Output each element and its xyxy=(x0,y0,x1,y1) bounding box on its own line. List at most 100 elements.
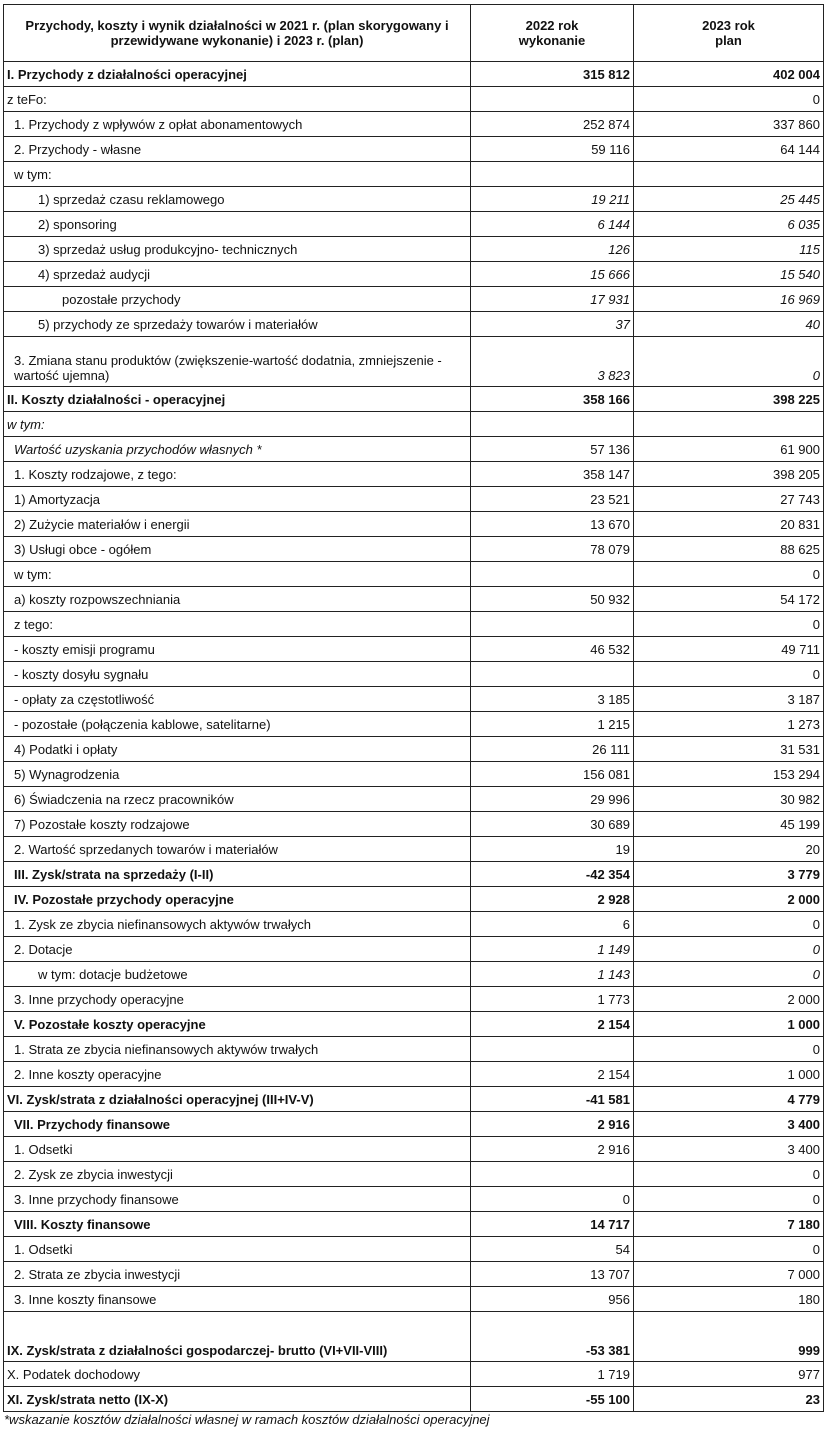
table-row: z tego: 0 xyxy=(3,611,824,637)
value-2022: 50 932 xyxy=(470,586,634,612)
value-2022: 358 147 xyxy=(470,461,634,487)
value-2022: 57 136 xyxy=(470,436,634,462)
value-2023: 999 xyxy=(633,1311,824,1362)
row-label: 3) Usługi obce - ogółem xyxy=(3,536,471,562)
row-label: VI. Zysk/strata z działalności operacyjn… xyxy=(3,1086,471,1112)
value-2022: 2 928 xyxy=(470,886,634,912)
row-label: w tym: xyxy=(3,561,471,587)
value-2022: 13 670 xyxy=(470,511,634,537)
header-2023: 2023 rok plan xyxy=(633,4,824,62)
value-2023: 0 xyxy=(633,936,824,962)
value-2023: 40 xyxy=(633,311,824,337)
financial-table: Przychody, koszty i wynik działalności w… xyxy=(3,4,824,1412)
table-row: 2. Inne koszty operacyjne 2 154 1 000 xyxy=(3,1061,824,1087)
row-label: 3. Inne koszty finansowe xyxy=(3,1286,471,1312)
table-row: 6) Świadczenia na rzecz pracowników 29 99… xyxy=(3,786,824,812)
table-row: 1. Zysk ze zbycia niefinansowych aktywów… xyxy=(3,911,824,937)
value-2023: 3 779 xyxy=(633,861,824,887)
value-2022 xyxy=(470,86,634,112)
value-2023: 30 982 xyxy=(633,786,824,812)
row-label: 1. Przychody z wpływów z opłat abonament… xyxy=(3,111,471,137)
table-header: Przychody, koszty i wynik działalności w… xyxy=(3,4,824,62)
table-row: 1. Strata ze zbycia niefinansowych aktyw… xyxy=(3,1036,824,1062)
value-2023: 1 000 xyxy=(633,1011,824,1037)
row-label: 1) Amortyzacja xyxy=(3,486,471,512)
value-2022: 46 532 xyxy=(470,636,634,662)
value-2022: 1 143 xyxy=(470,961,634,987)
table-row: 2. Strata ze zbycia inwestycji 13 707 7 00… xyxy=(3,1261,824,1287)
table-row: z teFo: 0 xyxy=(3,86,824,112)
header-description: Przychody, koszty i wynik działalności w… xyxy=(3,4,471,62)
value-2023: 7 180 xyxy=(633,1211,824,1237)
row-label: z teFo: xyxy=(3,86,471,112)
value-2022: 1 215 xyxy=(470,711,634,737)
footnote: *wskazanie kosztów działalności własnej … xyxy=(4,1412,490,1427)
table-row: VI. Zysk/strata z działalności operacyjn… xyxy=(3,1086,824,1112)
row-label: X. Podatek dochodowy xyxy=(3,1361,471,1387)
table-row: IX. Zysk/strata z działalności gospodarc… xyxy=(3,1311,824,1362)
value-2022: 19 xyxy=(470,836,634,862)
table-row: 1. Odsetki 54 0 xyxy=(3,1236,824,1262)
table-row: w tym: xyxy=(3,411,824,437)
value-2023: 153 294 xyxy=(633,761,824,787)
row-label: XI. Zysk/strata netto (IX-X) xyxy=(3,1386,471,1412)
row-label: IV. Pozostałe przychody operacyjne xyxy=(3,886,471,912)
row-label: 3. Inne przychody operacyjne xyxy=(3,986,471,1012)
value-2023: 61 900 xyxy=(633,436,824,462)
row-label: 2. Przychody - własne xyxy=(3,136,471,162)
value-2023: 0 xyxy=(633,961,824,987)
table-row: w tym: dotacje budżetowe 1 143 0 xyxy=(3,961,824,987)
row-label: VIII. Koszty finansowe xyxy=(3,1211,471,1237)
table-row: - pozostałe (połączenia kablowe, satelit… xyxy=(3,711,824,737)
value-2022: 78 079 xyxy=(470,536,634,562)
row-label: 2. Wartość sprzedanych towarów i materia… xyxy=(3,836,471,862)
value-2023: 0 xyxy=(633,911,824,937)
row-label: II. Koszty działalności - operacyjnej xyxy=(3,386,471,412)
row-label: 1. Koszty rodzajowe, z tego: xyxy=(3,461,471,487)
value-2022: 3 185 xyxy=(470,686,634,712)
value-2022: 156 081 xyxy=(470,761,634,787)
value-2022: 2 154 xyxy=(470,1061,634,1087)
value-2023: 398 205 xyxy=(633,461,824,487)
row-label: 3. Inne przychody finansowe xyxy=(3,1186,471,1212)
value-2022: 29 996 xyxy=(470,786,634,812)
value-2023: 0 xyxy=(633,611,824,637)
value-2023: 31 531 xyxy=(633,736,824,762)
row-label: 7) Pozostałe koszty rodzajowe xyxy=(3,811,471,837)
table-row: 2) Zużycie materiałów i energii 13 670 20 … xyxy=(3,511,824,537)
table-row: XI. Zysk/strata netto (IX-X) -55 100 23 xyxy=(3,1386,824,1412)
value-2023: 25 445 xyxy=(633,186,824,212)
table-row: 4) Podatki i opłaty 26 111 31 531 xyxy=(3,736,824,762)
value-2022: 2 154 xyxy=(470,1011,634,1037)
value-2022: 37 xyxy=(470,311,634,337)
value-2023: 54 172 xyxy=(633,586,824,612)
value-2022: -53 381 xyxy=(470,1311,634,1362)
value-2023: 3 400 xyxy=(633,1136,824,1162)
value-2022: 1 149 xyxy=(470,936,634,962)
table-row: I. Przychody z działalności operacyjnej 3… xyxy=(3,61,824,87)
table-row: pozostałe przychody 17 931 16 969 xyxy=(3,286,824,312)
value-2023: 3 187 xyxy=(633,686,824,712)
table-row: 5) przychody ze sprzedaży towarów i mate… xyxy=(3,311,824,337)
value-2022: 3 823 xyxy=(470,336,634,387)
row-label: w tym: xyxy=(3,411,471,437)
table-row: w tym: xyxy=(3,161,824,187)
value-2022: 30 689 xyxy=(470,811,634,837)
table-row: III. Zysk/strata na sprzedaży (I-II) -42 … xyxy=(3,861,824,887)
row-label: w tym: xyxy=(3,161,471,187)
table-row: 2. Wartość sprzedanych towarów i materia… xyxy=(3,836,824,862)
row-label: 6) Świadczenia na rzecz pracowników xyxy=(3,786,471,812)
value-2023: 7 000 xyxy=(633,1261,824,1287)
row-label: pozostałe przychody xyxy=(3,286,471,312)
table-row: 7) Pozostałe koszty rodzajowe 30 689 45 19… xyxy=(3,811,824,837)
value-2023: 0 xyxy=(633,661,824,687)
table-row: X. Podatek dochodowy 1 719 977 xyxy=(3,1361,824,1387)
value-2023: 115 xyxy=(633,236,824,262)
row-label: 4) sprzedaż audycji xyxy=(3,261,471,287)
value-2022: 2 916 xyxy=(470,1136,634,1162)
value-2022: -42 354 xyxy=(470,861,634,887)
value-2023: 20 xyxy=(633,836,824,862)
row-label: - koszty dosyłu sygnału xyxy=(3,661,471,687)
table-row: II. Koszty działalności - operacyjnej 358… xyxy=(3,386,824,412)
table-row: 1. Koszty rodzajowe, z tego: 358 147 398 2… xyxy=(3,461,824,487)
